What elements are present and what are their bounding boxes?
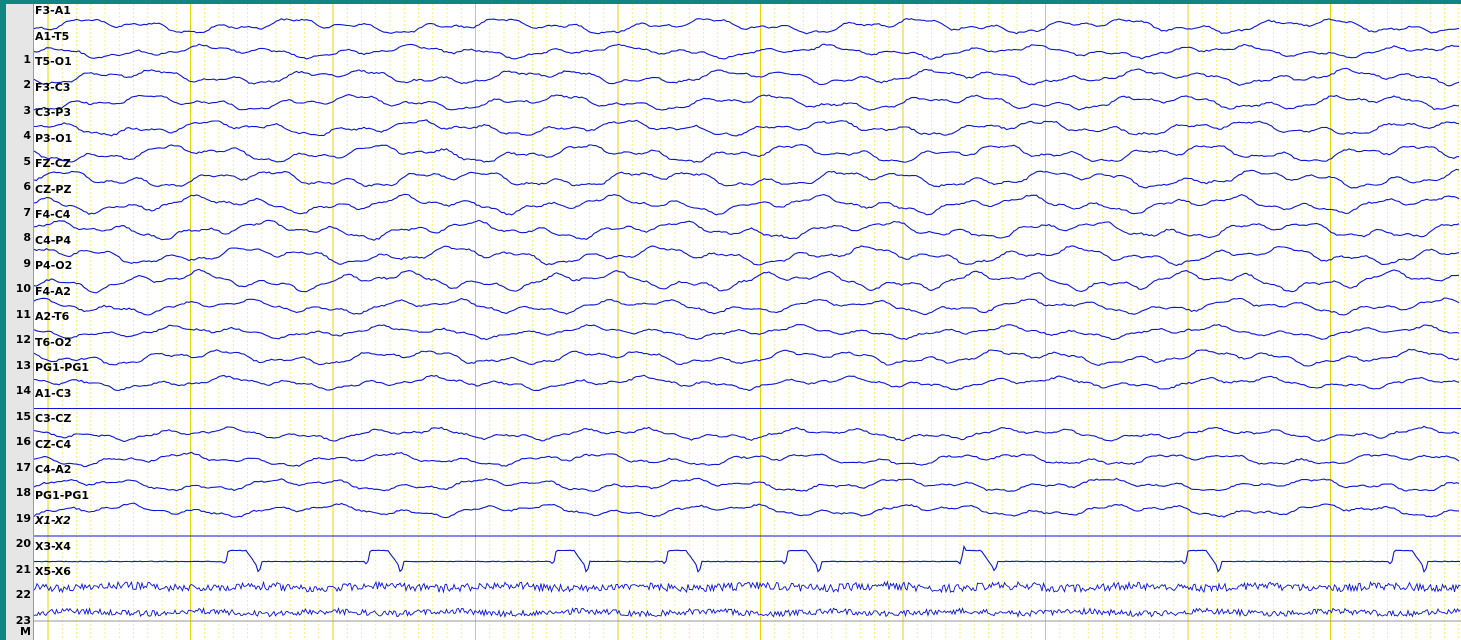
channel-label[interactable]: A1-T5	[35, 29, 70, 43]
channel-label[interactable]: P4-O2	[35, 259, 73, 272]
channel-label[interactable]: C3-CZ	[35, 412, 72, 425]
eeg-trace[interactable]	[33, 119, 1460, 137]
eeg-trace[interactable]	[33, 268, 1460, 294]
eeg-trace-canvas[interactable]	[6, 4, 1461, 640]
channel-label[interactable]: T6-O2	[35, 335, 72, 349]
channel-label[interactable]: A2-T6	[35, 310, 70, 323]
channel-number: 3	[23, 103, 31, 117]
eeg-trace[interactable]	[33, 477, 1460, 493]
marker-channel-label: M	[20, 625, 31, 638]
channel-number: 8	[23, 231, 31, 244]
channel-number: 14	[15, 384, 31, 397]
eeg-trace[interactable]	[33, 43, 1460, 60]
channel-label[interactable]: PG1-PG1	[35, 361, 90, 374]
eeg-trace[interactable]	[33, 323, 1460, 341]
channel-number: 2	[23, 78, 31, 91]
channel-number: 15	[15, 409, 31, 423]
channel-label[interactable]: X1-X2	[35, 514, 71, 527]
channel-label[interactable]: F4-C4	[35, 208, 71, 221]
channel-label[interactable]: CZ-PZ	[35, 182, 72, 196]
channel-number-gutter	[6, 4, 34, 640]
channel-number: 13	[15, 358, 31, 372]
channel-number: 23	[15, 613, 31, 627]
eeg-trace[interactable]	[33, 245, 1460, 267]
eeg-trace[interactable]	[33, 451, 1460, 468]
channel-number: 21	[15, 562, 31, 576]
channel-number: 5	[23, 154, 31, 168]
channel-number: 20	[15, 537, 31, 550]
eeg-trace[interactable]	[33, 94, 1460, 111]
channel-label[interactable]: T5-O1	[35, 55, 72, 68]
eeg-trace[interactable]	[33, 18, 1460, 35]
channel-number: 16	[15, 435, 31, 448]
eeg-trace[interactable]	[33, 580, 1461, 594]
channel-label[interactable]: F3-C3	[35, 80, 71, 94]
channel-label[interactable]: C3-P3	[35, 106, 72, 119]
channel-label[interactable]: X5-X6	[35, 565, 71, 578]
channel-label[interactable]: P3-O1	[35, 131, 73, 145]
channel-number: 11	[15, 307, 31, 321]
channel-number: 9	[23, 256, 31, 270]
eeg-trace[interactable]	[33, 606, 1461, 618]
channel-label[interactable]: X3-X4	[35, 539, 71, 553]
eeg-trace[interactable]	[33, 502, 1459, 519]
channel-label[interactable]: A1-C3	[35, 386, 72, 400]
channel-number: 4	[23, 129, 31, 142]
eeg-trace[interactable]	[33, 168, 1460, 189]
channel-number: 7	[23, 205, 31, 219]
eeg-trace[interactable]	[33, 348, 1460, 367]
eeg-trace[interactable]	[33, 544, 1461, 573]
channel-number: 22	[15, 588, 31, 601]
channel-number: 19	[15, 511, 31, 525]
channel-number: 6	[23, 180, 31, 193]
channel-number: 17	[15, 460, 31, 474]
eeg-trace[interactable]	[33, 374, 1460, 392]
eeg-trace[interactable]	[33, 219, 1460, 241]
channel-label[interactable]: PG1-PG1	[35, 488, 90, 502]
channel-label[interactable]: CZ-C4	[35, 437, 72, 451]
channel-label[interactable]: C4-A2	[35, 463, 72, 476]
channel-number: 10	[15, 282, 31, 295]
channel-label[interactable]: C4-P4	[35, 233, 72, 247]
channel-label[interactable]: F4-A2	[35, 284, 71, 298]
channel-label[interactable]: F3-A1	[35, 4, 71, 17]
eeg-trace[interactable]	[33, 193, 1460, 216]
eeg-trace[interactable]	[33, 425, 1460, 443]
eeg-viewer-window[interactable]: F3-A1 1 A1-T5 2 T5-O1 3 F3-C3 4 C3-P3 5 P3-O1 6 FZ-C…	[6, 4, 1461, 640]
eeg-trace[interactable]	[33, 144, 1460, 163]
eeg-trace[interactable]	[33, 297, 1460, 316]
channel-label[interactable]: FZ-CZ	[35, 157, 71, 170]
eeg-trace[interactable]	[33, 67, 1460, 87]
channel-number: 18	[15, 486, 31, 499]
channel-number: 1	[23, 52, 31, 66]
channel-number: 12	[15, 333, 31, 346]
